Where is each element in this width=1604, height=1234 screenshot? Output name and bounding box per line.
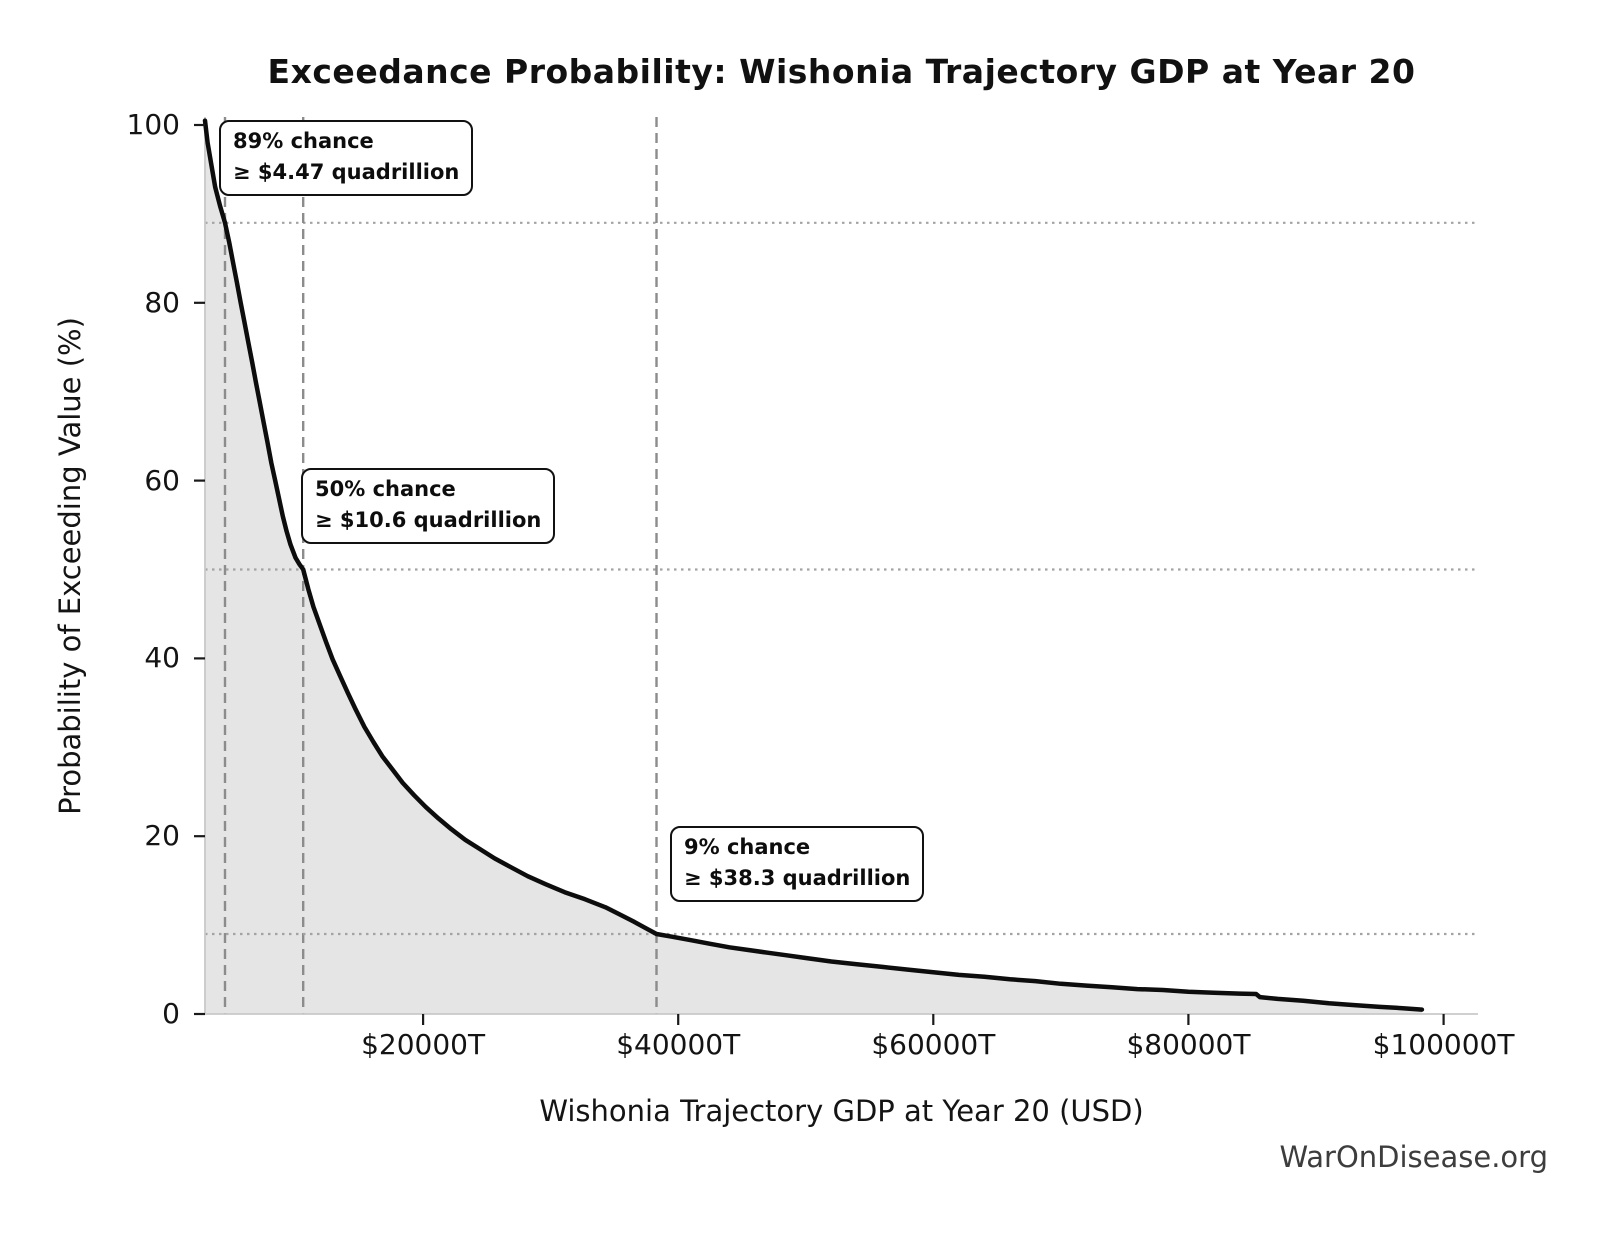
y-tick-label-100: 100 xyxy=(126,108,180,141)
y-tick-label-0: 0 xyxy=(162,997,180,1030)
x-tick-label-60000: $60000T xyxy=(871,1028,996,1061)
y-axis-label: Probability of Exceeding Value (%) xyxy=(53,317,87,815)
x-tick-label-100000: $100000T xyxy=(1372,1028,1515,1061)
y-tick-label-60: 60 xyxy=(144,463,180,497)
watermark-text: WarOnDisease.org xyxy=(1279,1140,1548,1174)
annotation-line1: 50% chance xyxy=(315,477,456,501)
x-tick-label-40000: $40000T xyxy=(616,1028,741,1061)
annotation-line1: 89% chance xyxy=(233,129,374,153)
x-tick-label-80000: $80000T xyxy=(1126,1028,1251,1061)
exceedance-curve xyxy=(202,118,1425,1012)
y-tick-label-20: 20 xyxy=(144,819,180,853)
annotation-line2: ≥ $38.3 quadrillion xyxy=(684,866,911,890)
y-tick-label-80: 80 xyxy=(144,285,180,319)
annotation-89-percent: 89% chance ≥ $4.47 quadrillion xyxy=(219,120,474,196)
chart-title: Exceedance Probability: Wishonia Traject… xyxy=(267,52,1416,91)
annotation-line2: ≥ $10.6 quadrillion xyxy=(315,508,542,532)
annotation-line1: 9% chance xyxy=(684,835,811,859)
area-under-curve xyxy=(205,120,1422,1015)
annotation-9-percent: 9% chance ≥ $38.3 quadrillion xyxy=(670,826,925,902)
annotation-50-percent: 50% chance ≥ $10.6 quadrillion xyxy=(301,468,556,544)
x-tick-label-20000: $20000T xyxy=(361,1028,486,1061)
y-tick-label-40: 40 xyxy=(144,641,180,675)
x-axis-label: Wishonia Trajectory GDP at Year 20 (USD) xyxy=(539,1094,1144,1128)
annotation-line2: ≥ $4.47 quadrillion xyxy=(233,160,460,184)
